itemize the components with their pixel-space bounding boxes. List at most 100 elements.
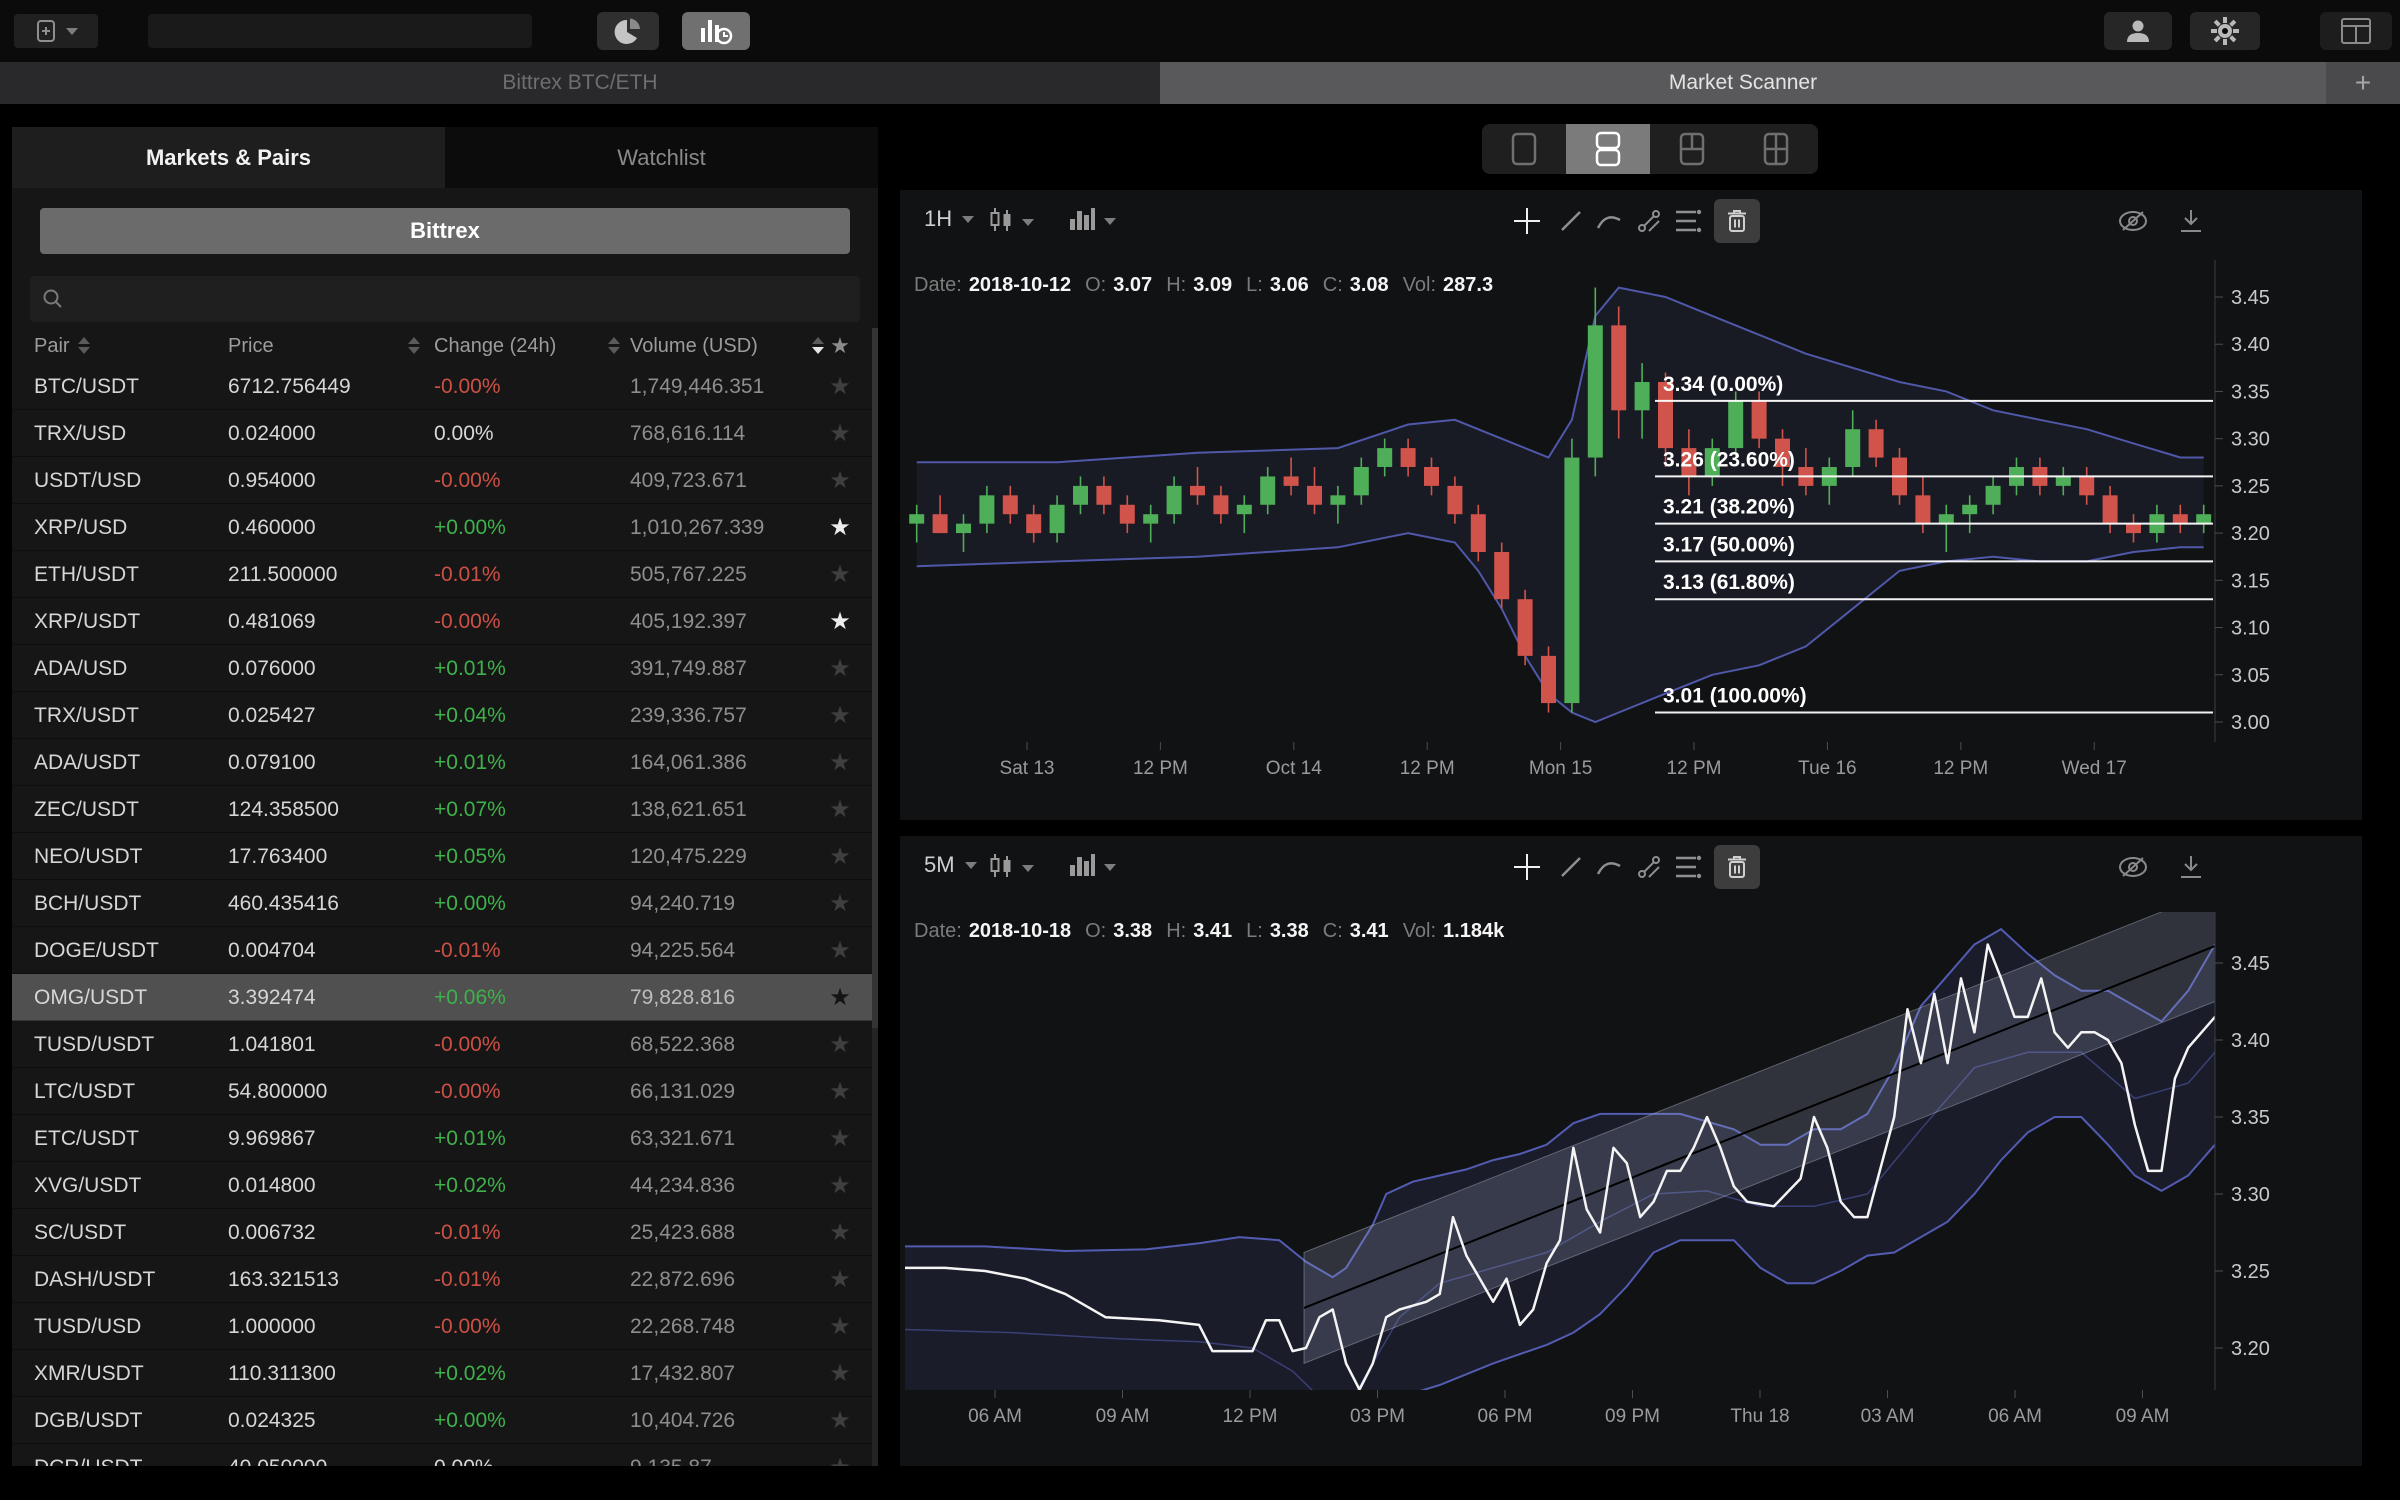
settings-button[interactable] <box>2190 12 2260 50</box>
chart-type-selector[interactable] <box>988 206 1034 239</box>
trend-line-tool-button[interactable] <box>1554 850 1588 884</box>
hide-drawings-button[interactable] <box>2116 850 2150 884</box>
table-row[interactable]: LTC/USDT 54.800000 -0.00% 66,131.029 ★ <box>12 1068 878 1115</box>
star-icon[interactable]: ★ <box>829 514 851 541</box>
indicators-icon <box>1068 206 1096 237</box>
star-icon[interactable]: ★ <box>829 608 851 635</box>
add-tab-button[interactable]: + <box>2326 62 2400 104</box>
star-icon[interactable]: ★ <box>829 561 851 588</box>
table-row[interactable]: TUSD/USDT 1.041801 -0.00% 68,522.368 ★ <box>12 1021 878 1068</box>
star-icon[interactable]: ★ <box>829 796 851 823</box>
table-row[interactable]: ZEC/USDT 124.358500 +0.07% 138,621.651 ★ <box>12 786 878 833</box>
star-icon[interactable]: ★ <box>829 843 851 870</box>
chart-type-selector[interactable] <box>988 852 1034 885</box>
table-row[interactable]: OMG/USDT 3.392474 +0.06% 79,828.816 ★ <box>12 974 878 1021</box>
star-icon[interactable]: ★ <box>829 937 851 964</box>
column-header-price[interactable]: Price <box>228 328 420 363</box>
star-icon[interactable]: ★ <box>829 984 851 1011</box>
tab-watchlist[interactable]: Watchlist <box>445 127 878 188</box>
fib-retracement-tool-button[interactable] <box>1670 850 1704 884</box>
curve-tool-button[interactable] <box>1592 850 1626 884</box>
column-header-change[interactable]: Change (24h) <box>434 328 620 363</box>
svg-text:06 AM: 06 AM <box>1988 1406 2042 1427</box>
star-icon[interactable]: ★ <box>829 373 851 400</box>
indicators-selector[interactable] <box>1068 206 1116 237</box>
table-row[interactable]: XVG/USDT 0.014800 +0.02% 44,234.836 ★ <box>12 1162 878 1209</box>
download-chart-button[interactable] <box>2174 850 2208 884</box>
pitchfork-tool-button[interactable] <box>1632 204 1666 238</box>
table-row[interactable]: ADA/USD 0.076000 +0.01% 391,749.887 ★ <box>12 645 878 692</box>
exchange-selector-button[interactable]: Bittrex <box>40 208 850 254</box>
crosshair-tool-button[interactable] <box>1510 204 1544 238</box>
layout-option-grid-2x2[interactable] <box>1734 124 1818 174</box>
star-icon[interactable]: ★ <box>818 1444 862 1466</box>
table-row[interactable]: DASH/USDT 163.321513 -0.01% 22,872.696 ★ <box>12 1256 878 1303</box>
pitchfork-tool-button[interactable] <box>1632 850 1666 884</box>
fib-retracement-tool-button[interactable] <box>1670 204 1704 238</box>
table-row[interactable]: BTC/USDT 6712.756449 -0.00% 1,749,446.351 ★ <box>12 363 878 410</box>
star-icon[interactable]: ★ <box>829 655 851 682</box>
table-row[interactable]: TUSD/USD 1.000000 -0.00% 22,268.748 ★ <box>12 1303 878 1350</box>
pie-view-button[interactable] <box>597 12 659 50</box>
star-icon[interactable]: ★ <box>829 702 851 729</box>
window-tab-market-scanner[interactable]: Market Scanner <box>1160 62 2326 104</box>
profile-button[interactable] <box>2104 12 2172 50</box>
indicators-selector[interactable] <box>1068 852 1116 883</box>
table-row[interactable]: XRP/USDT 0.481069 -0.00% 405,192.397 ★ <box>12 598 878 645</box>
table-row[interactable]: XRP/USD 0.460000 +0.00% 1,010,267.339 ★ <box>12 504 878 551</box>
window-tab-bittrex-btc-eth[interactable]: Bittrex BTC/ETH <box>0 62 1160 104</box>
table-row[interactable]: DOGE/USDT 0.004704 -0.01% 94,225.564 ★ <box>12 927 878 974</box>
table-row[interactable]: TRX/USDT 0.025427 +0.04% 239,336.757 ★ <box>12 692 878 739</box>
star-icon[interactable]: ★ <box>829 420 851 447</box>
pair-search-input[interactable] <box>74 276 854 322</box>
star-icon[interactable]: ★ <box>829 1407 851 1434</box>
table-row[interactable]: USDT/USD 0.954000 -0.00% 409,723.671 ★ <box>12 457 878 504</box>
table-row[interactable]: ETH/USDT 211.500000 -0.01% 505,767.225 ★ <box>12 551 878 598</box>
table-row[interactable]: ADA/USDT 0.079100 +0.01% 164,061.386 ★ <box>12 739 878 786</box>
remove-drawings-button[interactable] <box>1714 845 1760 889</box>
star-icon[interactable]: ★ <box>829 1031 851 1058</box>
panel-layout-button[interactable] <box>2320 12 2392 50</box>
crosshair-tool-button[interactable] <box>1510 850 1544 884</box>
star-icon[interactable]: ★ <box>829 467 851 494</box>
layout-name-input[interactable] <box>148 14 532 48</box>
trend-line-tool-button[interactable] <box>1554 204 1588 238</box>
table-row[interactable]: DGB/USDT 0.024325 +0.00% 10,404.726 ★ <box>12 1397 878 1444</box>
column-header-volume[interactable]: Volume (USD) <box>630 328 824 363</box>
timeline-view-button[interactable] <box>682 12 750 50</box>
star-icon[interactable]: ★ <box>829 749 851 776</box>
layout-option-single-pane[interactable] <box>1482 124 1566 174</box>
download-chart-button[interactable] <box>2174 204 2208 238</box>
tab-markets-and-pairs[interactable]: Markets & Pairs <box>12 127 445 188</box>
hide-drawings-button[interactable] <box>2116 204 2150 238</box>
table-row[interactable]: NEO/USDT 17.763400 +0.05% 120,475.229 ★ <box>12 833 878 880</box>
timeframe-selector[interactable]: 1H <box>924 206 975 232</box>
star-icon[interactable]: ★ <box>829 890 851 917</box>
table-scrollbar-thumb[interactable] <box>872 328 878 1028</box>
remove-drawings-button[interactable] <box>1714 199 1760 243</box>
candlestick-chart[interactable]: 3.34 (0.00%) 3.26 (23.60%) 3.21 (38.20%) 3.… <box>900 190 2362 820</box>
table-row[interactable]: BCH/USDT 460.435416 +0.00% 94,240.719 ★ <box>12 880 878 927</box>
table-row[interactable]: ETC/USDT 9.969867 +0.01% 63,321.671 ★ <box>12 1115 878 1162</box>
change-cell: -0.00% <box>434 1080 501 1103</box>
layout-option-two-rows-split-top[interactable] <box>1650 124 1734 174</box>
table-row[interactable]: DCR/USDT 40.050000 0.00% 9,135.87 ★ <box>12 1444 878 1466</box>
column-header-pair[interactable]: Pair <box>34 328 90 363</box>
table-row[interactable]: XMR/USDT 110.311300 +0.02% 17,432.807 ★ <box>12 1350 878 1397</box>
curve-tool-button[interactable] <box>1592 204 1626 238</box>
star-icon[interactable]: ★ <box>829 1266 851 1293</box>
layout-option-two-rows[interactable] <box>1566 124 1650 174</box>
info-label: Date: <box>914 274 962 296</box>
line-chart[interactable]: 3.45 3.40 3.35 3.30 3.25 3.20 06 AM 09 AM 12 PM 0… <box>900 836 2362 1466</box>
star-icon[interactable]: ★ <box>829 1078 851 1105</box>
column-header-favorites[interactable]: ★ <box>830 332 850 358</box>
new-layout-button[interactable] <box>14 14 98 48</box>
star-icon[interactable]: ★ <box>829 1313 851 1340</box>
table-row[interactable]: SC/USDT 0.006732 -0.01% 25,423.688 ★ <box>12 1209 878 1256</box>
star-icon[interactable]: ★ <box>829 1125 851 1152</box>
star-icon[interactable]: ★ <box>829 1360 851 1387</box>
star-icon[interactable]: ★ <box>829 1172 851 1199</box>
table-row[interactable]: TRX/USD 0.024000 0.00% 768,616.114 ★ <box>12 410 878 457</box>
timeframe-selector[interactable]: 5M <box>924 852 977 878</box>
star-icon[interactable]: ★ <box>829 1219 851 1246</box>
